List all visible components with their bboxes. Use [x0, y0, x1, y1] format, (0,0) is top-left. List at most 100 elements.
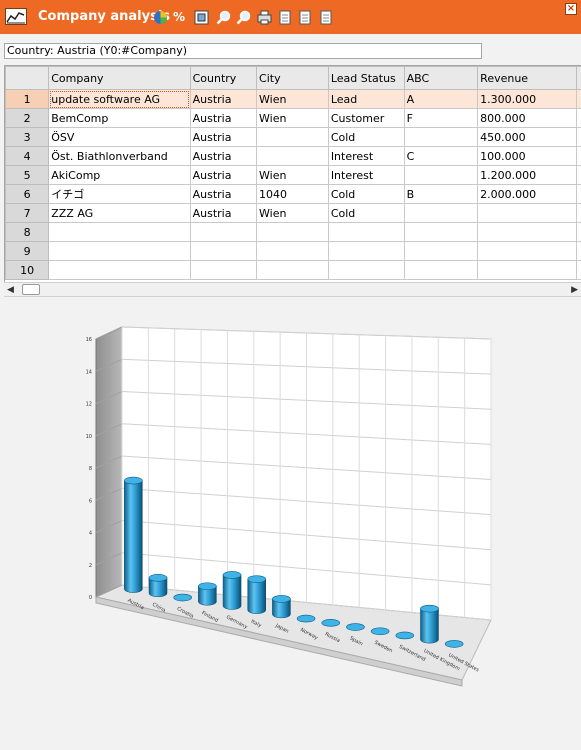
- table-cell[interactable]: C: [403, 146, 479, 166]
- table-cell[interactable]: [327, 222, 405, 242]
- copy-icon[interactable]: [297, 10, 312, 25]
- table-cell[interactable]: [48, 222, 191, 242]
- row-number[interactable]: 10: [5, 260, 50, 280]
- row-number[interactable]: 6: [5, 184, 50, 204]
- table-cell[interactable]: [48, 241, 191, 261]
- zoom-in-icon[interactable]: [216, 10, 231, 25]
- table-cell[interactable]: B: [403, 184, 479, 204]
- row-number[interactable]: 3: [5, 127, 50, 147]
- column-header[interactable]: City: [256, 66, 329, 90]
- scroll-left-icon[interactable]: ◀: [7, 285, 14, 295]
- pie-chart-icon[interactable]: [153, 10, 168, 25]
- table-cell[interactable]: [327, 260, 405, 280]
- table-cell[interactable]: Interest: [327, 146, 405, 166]
- table-cell[interactable]: Wien: [256, 203, 329, 223]
- table-cell[interactable]: Customer: [327, 108, 405, 128]
- table-cell[interactable]: [403, 260, 479, 280]
- table-cell[interactable]: [256, 241, 329, 261]
- table-cell[interactable]: [477, 241, 577, 261]
- table-cell[interactable]: Austria: [189, 203, 258, 223]
- table-cell[interactable]: [256, 222, 329, 242]
- table-cell[interactable]: Öst. Biathlonverband: [48, 146, 191, 166]
- table-cell[interactable]: 1.300.000: [477, 89, 577, 109]
- table-corner[interactable]: [5, 66, 50, 90]
- table-row[interactable]: 6 イチゴ Austria 1040 Cold B 2.000.000: [5, 184, 581, 204]
- table-cell[interactable]: [327, 241, 405, 261]
- horizontal-scrollbar[interactable]: ◀ ▶: [4, 282, 581, 297]
- table-row[interactable]: 10: [5, 260, 581, 280]
- table-row[interactable]: 8: [5, 222, 581, 242]
- table-cell[interactable]: [403, 203, 479, 223]
- row-number[interactable]: 1: [5, 89, 50, 109]
- table-cell[interactable]: [189, 241, 258, 261]
- table-cell[interactable]: Austria: [189, 127, 258, 147]
- table-cell[interactable]: [403, 127, 479, 147]
- table-cell[interactable]: 100.000: [477, 146, 577, 166]
- table-row[interactable]: 5 AkiComp Austria Wien Interest 1.200.000: [5, 165, 581, 185]
- close-button[interactable]: ×: [565, 3, 577, 15]
- table-cell[interactable]: F: [403, 108, 479, 128]
- table-cell[interactable]: Austria: [189, 108, 258, 128]
- row-number[interactable]: 8: [5, 222, 50, 242]
- table-cell[interactable]: Wien: [256, 89, 329, 109]
- table-cell[interactable]: [189, 222, 258, 242]
- table-cell[interactable]: 1.200.000: [477, 165, 577, 185]
- column-header[interactable]: Revenue: [477, 66, 577, 90]
- table-cell[interactable]: Cold: [327, 127, 405, 147]
- table-cell[interactable]: AkiComp: [48, 165, 191, 185]
- table-cell[interactable]: Cold: [327, 203, 405, 223]
- table-cell[interactable]: A: [403, 89, 479, 109]
- table-cell[interactable]: [477, 260, 577, 280]
- table-cell[interactable]: ÖSV: [48, 127, 191, 147]
- table-cell[interactable]: [189, 260, 258, 280]
- table-cell[interactable]: イチゴ: [48, 184, 191, 204]
- table-cell[interactable]: [256, 127, 329, 147]
- table-cell[interactable]: Lead: [327, 89, 405, 109]
- row-number[interactable]: 5: [5, 165, 50, 185]
- chart-settings-icon[interactable]: [194, 10, 209, 25]
- row-number[interactable]: 4: [5, 146, 50, 166]
- table-row[interactable]: 7 ZZZ AG Austria Wien Cold: [5, 203, 581, 223]
- table-cell[interactable]: [403, 241, 479, 261]
- table-row[interactable]: 2 BemComp Austria Wien Customer F 800.000: [5, 108, 581, 128]
- column-header[interactable]: Country: [189, 66, 258, 90]
- table-cell[interactable]: Austria: [189, 165, 258, 185]
- scroll-right-icon[interactable]: ▶: [571, 285, 578, 295]
- table-row[interactable]: 1 update software AG Austria Wien Lead A 1.300…: [5, 89, 581, 109]
- table-cell[interactable]: BemComp: [48, 108, 191, 128]
- table-row[interactable]: 9: [5, 241, 581, 261]
- export-icon[interactable]: [277, 10, 292, 25]
- table-row[interactable]: 3 ÖSV Austria Cold 450.000: [5, 127, 581, 147]
- table-cell[interactable]: [477, 222, 577, 242]
- scrollbar-thumb[interactable]: [22, 284, 40, 295]
- table-cell[interactable]: Interest: [327, 165, 405, 185]
- table-cell[interactable]: Wien: [256, 165, 329, 185]
- table-cell[interactable]: [256, 260, 329, 280]
- table-cell[interactable]: [477, 203, 577, 223]
- column-header[interactable]: Lead Status: [327, 66, 405, 90]
- zoom-out-icon[interactable]: [236, 10, 251, 25]
- table-row[interactable]: 4 Öst. Biathlonverband Austria Interest C 100…: [5, 146, 581, 166]
- table-cell[interactable]: 800.000: [477, 108, 577, 128]
- table-cell[interactable]: 450.000: [477, 127, 577, 147]
- table-cell[interactable]: [256, 146, 329, 166]
- table-cell[interactable]: Austria: [189, 184, 258, 204]
- table-cell[interactable]: Wien: [256, 108, 329, 128]
- row-number[interactable]: 7: [5, 203, 50, 223]
- table-cell[interactable]: Austria: [189, 89, 258, 109]
- print-icon[interactable]: [257, 10, 272, 25]
- paste-icon[interactable]: [318, 10, 333, 25]
- table-cell[interactable]: 2.000.000: [477, 184, 577, 204]
- table-cell[interactable]: Austria: [189, 146, 258, 166]
- table-cell[interactable]: Cold: [327, 184, 405, 204]
- table-cell[interactable]: update software AG: [48, 89, 191, 109]
- row-number[interactable]: 2: [5, 108, 50, 128]
- table-cell[interactable]: ZZZ AG: [48, 203, 191, 223]
- table-cell[interactable]: [403, 222, 479, 242]
- percent-icon[interactable]: %: [173, 10, 186, 24]
- table-cell[interactable]: [403, 165, 479, 185]
- column-header[interactable]: ABC: [403, 66, 479, 90]
- table-cell[interactable]: 1040: [256, 184, 329, 204]
- row-number[interactable]: 9: [5, 241, 50, 261]
- table-cell[interactable]: [48, 260, 191, 280]
